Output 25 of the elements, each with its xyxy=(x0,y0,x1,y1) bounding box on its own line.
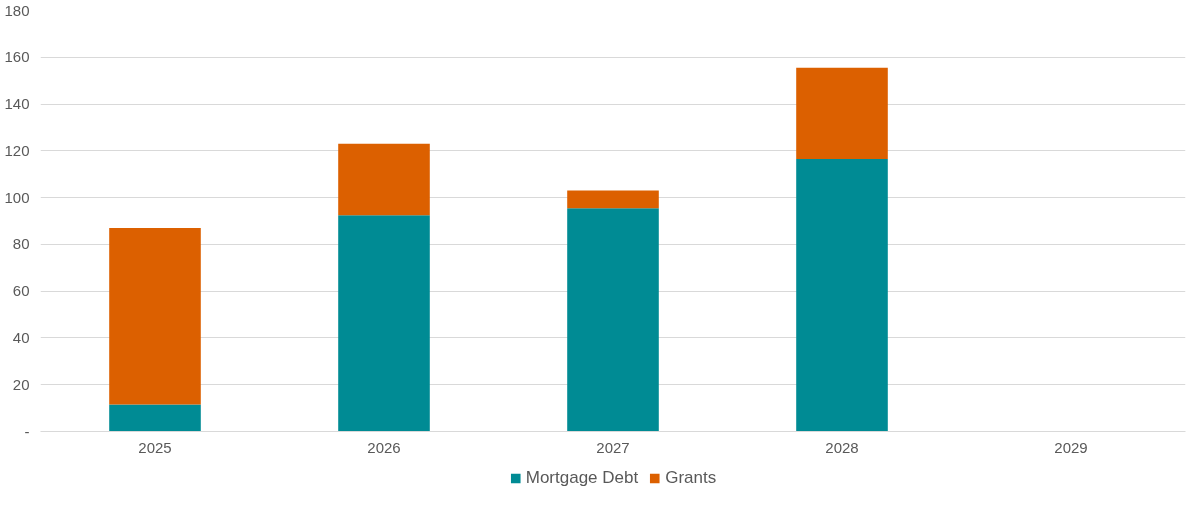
y-tick-label: 120 xyxy=(4,141,30,159)
bar xyxy=(338,143,430,216)
bar xyxy=(796,67,888,160)
y-tick-label: 100 xyxy=(4,188,30,206)
bar xyxy=(338,215,430,432)
y-tick-label: 160 xyxy=(4,48,30,66)
x-tick-label: 2028 xyxy=(825,438,859,456)
y-tick-label: - xyxy=(24,422,30,440)
bar xyxy=(567,190,659,209)
bar xyxy=(796,159,888,432)
x-tick-label: 2027 xyxy=(596,438,630,456)
y-tick-label: 20 xyxy=(12,375,30,393)
bar xyxy=(567,208,659,432)
y-tick-label: 80 xyxy=(12,235,30,253)
y-tick-label: 180 xyxy=(4,1,30,19)
legend-label: Grants xyxy=(665,467,717,488)
x-tick-label: 2029 xyxy=(1054,438,1088,456)
x-tick-label: 2026 xyxy=(367,438,401,456)
legend-label: Mortgage Debt xyxy=(525,467,639,488)
y-tick-label: 40 xyxy=(12,328,30,346)
y-tick-label: 60 xyxy=(12,282,30,300)
bar xyxy=(109,404,201,432)
y-tick-label: 140 xyxy=(4,95,30,113)
x-tick-label: 2025 xyxy=(138,438,172,456)
bar xyxy=(109,228,201,405)
